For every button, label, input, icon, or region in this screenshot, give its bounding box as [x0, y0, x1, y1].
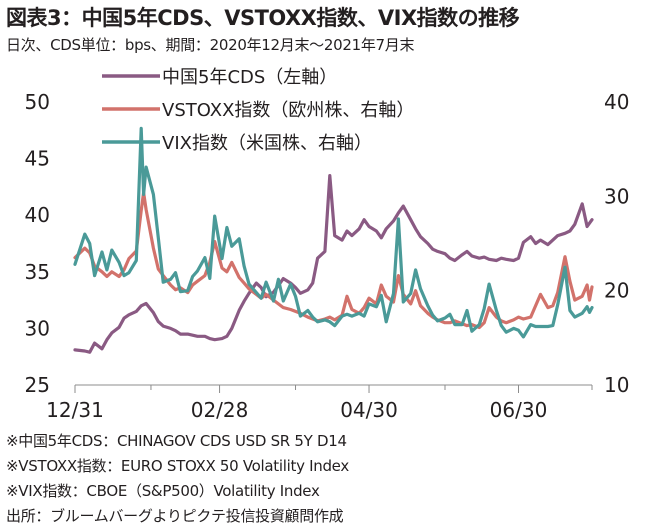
series-line-china-cds [73, 174, 594, 354]
y-left-tick-label: 50 [25, 90, 50, 114]
series-line-vix [73, 126, 594, 339]
y-left-tick-label: 30 [25, 316, 50, 340]
source-note-vstoxx: ※VSTOXX指数：EURO STOXX 50 Volatility Index [6, 457, 349, 475]
series-layer [73, 126, 594, 354]
source-note-cds: ※中国5年CDS：CHINAGOV CDS USD SR 5Y D14 [6, 432, 347, 450]
legend-label-china-cds: 中国5年CDS（左軸） [162, 67, 337, 88]
x-tick-label: 06/30 [490, 398, 548, 422]
y-right-tick-label: 30 [604, 184, 629, 208]
y-right-tick-label: 10 [604, 373, 629, 397]
y-right-tick-label: 40 [604, 90, 629, 114]
chart-subtitle: 日次、CDS単位：bps、期間：2020年12月末～2021年7月末 [6, 36, 415, 54]
y-left-tick-label: 25 [25, 373, 50, 397]
series-line-vstoxx [73, 191, 594, 330]
chart-title: 図表3：中国5年CDS、VSTOXX指数、VIX指数の推移 [6, 6, 520, 30]
legend-label-vix: VIX指数（米国株、右軸） [162, 133, 372, 154]
axes: 12/31 02/28 04/30 06/30 25 30 35 40 45 50 10 20 30 40 [25, 90, 630, 422]
x-tick-label: 04/30 [340, 398, 398, 422]
y-left-tick-label: 45 [25, 147, 50, 171]
y-left-tick-label: 40 [25, 203, 50, 227]
source-credit: 出所：ブルームバーグよりピクテ投信投資顧問作成 [6, 507, 344, 525]
x-tick-label: 02/28 [191, 398, 249, 422]
y-right-tick-label: 20 [604, 279, 629, 303]
y-left-tick-label: 35 [25, 260, 50, 284]
legend: 中国5年CDS（左軸） VSTOXX指数（欧州株、右軸） VIX指数（米国株、右軸） [102, 67, 414, 154]
legend-label-vstoxx: VSTOXX指数（欧州株、右軸） [162, 100, 414, 121]
source-note-vix: ※VIX指数：CBOE（S&P500）Volatility Index [6, 482, 320, 500]
x-tick-label: 12/31 [46, 398, 104, 422]
